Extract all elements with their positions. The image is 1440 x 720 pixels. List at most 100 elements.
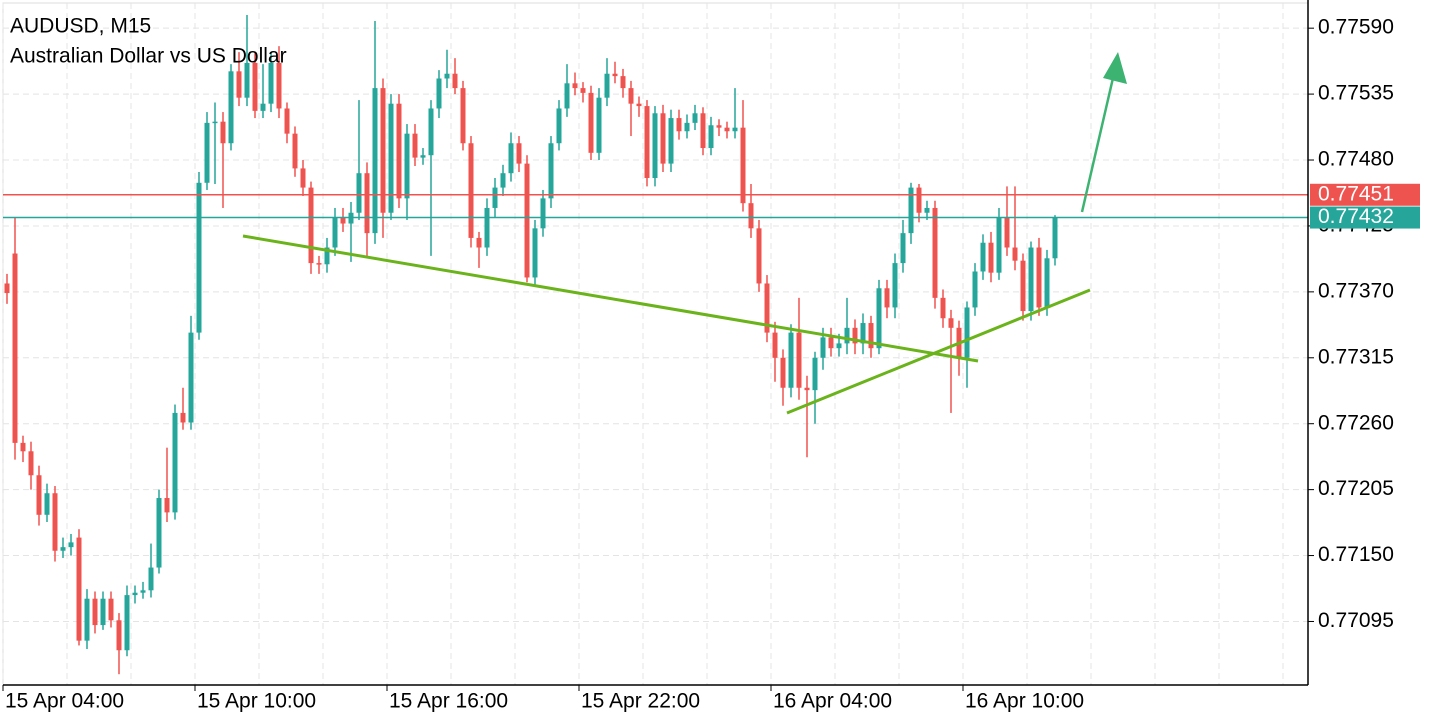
candle-body (1004, 217, 1010, 248)
candle-body (380, 88, 386, 213)
x-tick-label: 15 Apr 16:00 (389, 690, 508, 713)
candle-body (700, 113, 706, 149)
candle-body (764, 283, 770, 333)
candle-body (724, 127, 730, 132)
x-tick-label: 15 Apr 04:00 (5, 690, 124, 713)
candle-body (324, 247, 330, 265)
candle-body (100, 598, 106, 626)
y-tick-label: 0.77535 (1318, 82, 1394, 105)
x-tick-label: 15 Apr 22:00 (581, 690, 700, 713)
y-tick-label: 0.77315 (1318, 345, 1394, 368)
candle-body (644, 106, 650, 178)
chart-title: AUDUSD, M15 (10, 15, 151, 38)
candle-body (108, 598, 114, 621)
candle-body (924, 207, 930, 213)
arrow-head (1103, 52, 1127, 84)
candle-body (212, 121, 218, 124)
candle-body (940, 297, 946, 319)
candle-body (804, 387, 810, 391)
candle-body (428, 108, 434, 156)
chart-subtitle: Australian Dollar vs US Dollar (10, 45, 287, 68)
x-tick-label: 16 Apr 10:00 (965, 690, 1084, 713)
candle-body (556, 108, 562, 144)
drawings (242, 52, 1127, 415)
candle-body (476, 237, 482, 248)
candle-body (580, 88, 586, 93)
candle-body (812, 357, 818, 391)
candle-body (460, 88, 466, 144)
trend-line (242, 234, 979, 363)
candle-body (116, 620, 122, 651)
candle-body (76, 537, 82, 641)
candle-body (300, 168, 306, 188)
y-tick-label: 0.77370 (1318, 279, 1394, 302)
candle-body (140, 590, 146, 593)
candle-body (980, 242, 986, 272)
candle-body (844, 327, 850, 344)
candle-body (876, 288, 882, 349)
candle-body (172, 412, 178, 513)
candle-body (28, 451, 34, 476)
candle-body (356, 173, 362, 213)
candle-body (884, 288, 890, 308)
candle-body (36, 475, 42, 515)
candle-body (292, 133, 298, 169)
candle-body (756, 228, 762, 284)
candle-body (132, 592, 138, 596)
candle-body (220, 121, 226, 144)
candle-body (268, 62, 274, 104)
x-tick-label: 16 Apr 04:00 (773, 690, 892, 713)
candle-body (188, 332, 194, 423)
price-label: 0.77432 (1318, 205, 1394, 228)
candle-body (236, 71, 242, 98)
y-tick-label: 0.77150 (1318, 543, 1394, 566)
grid (2, 2, 1309, 686)
candle-body (316, 263, 322, 265)
candle-body (156, 498, 162, 568)
candle-body (828, 337, 834, 349)
candle-body (516, 143, 522, 164)
candle-body (588, 92, 594, 153)
candle-body (852, 327, 858, 344)
candle-body (308, 187, 314, 264)
candle-body (740, 127, 746, 204)
candle-body (612, 73, 618, 77)
candle-body (244, 62, 250, 98)
candle-body (532, 228, 538, 278)
candle-body (716, 125, 722, 128)
candle-body (484, 207, 490, 248)
candle-body (620, 76, 626, 89)
candle-body (836, 343, 842, 349)
candle-body (44, 493, 50, 515)
trend-line (786, 288, 1091, 415)
candles (3, 14, 1308, 675)
candle-body (340, 217, 346, 224)
candle-body (412, 133, 418, 158)
price-label-box (1310, 183, 1420, 206)
candle-body (604, 73, 610, 98)
arrow (1080, 77, 1115, 213)
candle-body (60, 547, 66, 551)
candle-body (772, 332, 778, 358)
candle-body (1044, 258, 1050, 308)
candle-body (260, 103, 266, 111)
candle-body (404, 133, 410, 199)
candle-body (92, 598, 98, 626)
x-tick-label: 15 Apr 10:00 (197, 690, 316, 713)
candle-body (228, 71, 234, 144)
candle-body (396, 103, 402, 199)
candle-body (524, 163, 530, 278)
candle-body (692, 113, 698, 123)
candle-body (628, 88, 634, 104)
candle-body (564, 83, 570, 109)
candle-body (500, 173, 506, 188)
candle-body (508, 143, 514, 174)
candle-body (788, 332, 794, 388)
candle-body (444, 73, 450, 79)
candle-body (596, 97, 602, 153)
candle-body (668, 118, 674, 164)
candle-body (868, 323, 874, 349)
candle-body (820, 337, 826, 358)
candle-body (676, 118, 682, 132)
candle-body (1052, 217, 1058, 259)
